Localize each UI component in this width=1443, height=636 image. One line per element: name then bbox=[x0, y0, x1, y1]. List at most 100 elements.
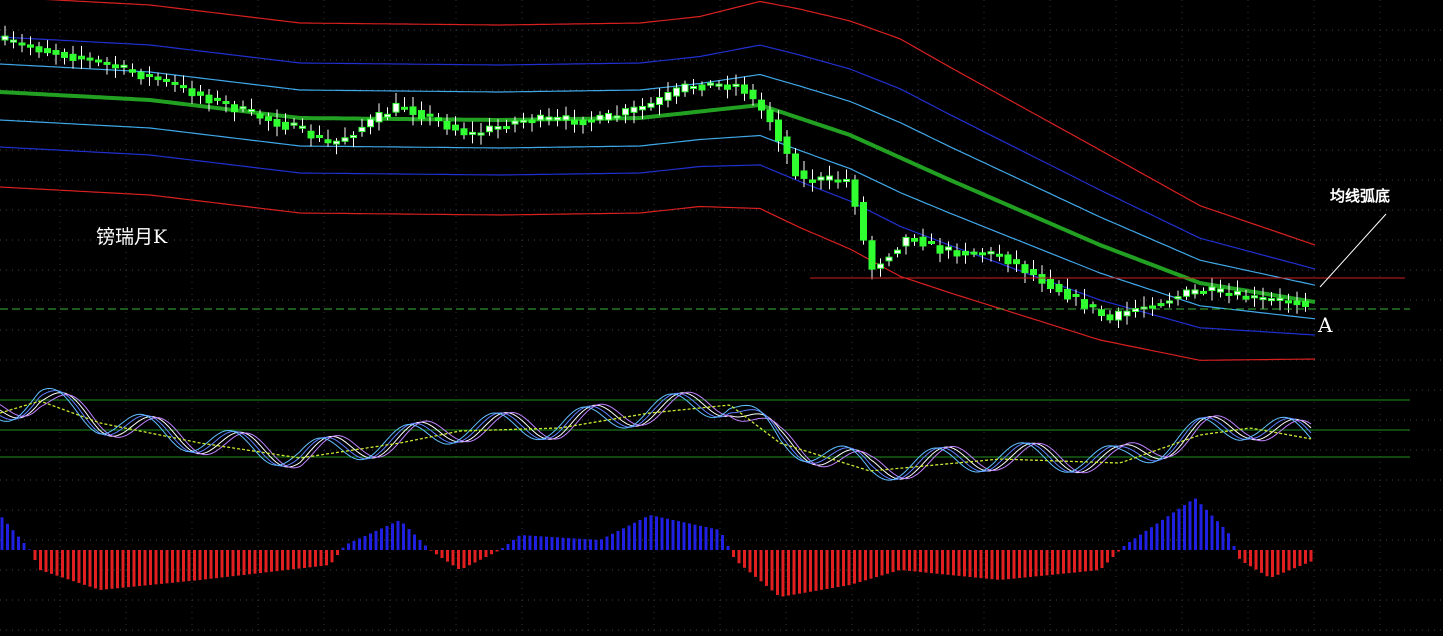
candle-body bbox=[146, 74, 153, 78]
candles bbox=[1, 25, 1309, 329]
candle-body bbox=[35, 46, 43, 53]
candle-body bbox=[732, 83, 740, 87]
candle-body bbox=[1302, 300, 1309, 307]
candle-body bbox=[579, 119, 587, 126]
candle-body bbox=[1251, 295, 1258, 299]
candle-body bbox=[545, 116, 553, 121]
candle-body bbox=[1183, 289, 1190, 297]
candle-body bbox=[341, 137, 349, 142]
candle-body bbox=[562, 115, 570, 121]
candle-body bbox=[409, 106, 417, 115]
candle-body bbox=[44, 48, 51, 54]
candle-body bbox=[936, 245, 944, 254]
candle-body bbox=[945, 246, 952, 251]
candle-body bbox=[265, 116, 272, 121]
candle-body bbox=[724, 84, 731, 90]
candle-body bbox=[571, 119, 578, 125]
candle-body bbox=[996, 253, 1003, 257]
candle-body bbox=[86, 57, 94, 61]
candle-body bbox=[231, 104, 238, 113]
candle-body bbox=[1191, 289, 1199, 295]
candle-body bbox=[188, 88, 196, 97]
candle-body bbox=[129, 69, 136, 73]
candle-body bbox=[868, 240, 876, 270]
candle-body bbox=[350, 135, 357, 139]
candle-body bbox=[537, 114, 544, 121]
candle-body bbox=[902, 236, 910, 247]
candle-body bbox=[1259, 297, 1267, 301]
candle-body bbox=[61, 51, 68, 58]
candle-body bbox=[154, 76, 162, 81]
candle-body bbox=[197, 91, 204, 96]
candle-body bbox=[962, 250, 969, 256]
candle-body bbox=[520, 119, 527, 123]
candle-body bbox=[860, 202, 867, 241]
candle-body bbox=[494, 126, 502, 130]
candle-body bbox=[970, 251, 978, 255]
candle-body bbox=[273, 119, 281, 127]
candle-body bbox=[477, 132, 485, 136]
candle-body bbox=[358, 126, 366, 133]
candle-body bbox=[749, 89, 757, 100]
candle-body bbox=[239, 106, 247, 110]
candle-body bbox=[435, 117, 442, 121]
candle-body bbox=[163, 78, 170, 82]
candle-body bbox=[690, 85, 697, 89]
moving-average bbox=[0, 90, 1316, 304]
candle-body bbox=[588, 119, 595, 123]
candle-body bbox=[1285, 300, 1292, 304]
candle-body bbox=[1089, 304, 1097, 308]
candle-body bbox=[1055, 283, 1063, 293]
candle-body bbox=[775, 119, 782, 142]
candle-body bbox=[630, 106, 638, 113]
oscillator-line bbox=[0, 392, 1312, 480]
candle-body bbox=[681, 83, 689, 93]
candle-body bbox=[452, 124, 459, 131]
candle-body bbox=[1072, 294, 1080, 297]
point-label: A bbox=[1317, 313, 1333, 337]
band-line bbox=[0, 63, 1316, 286]
candle-body bbox=[333, 140, 340, 145]
candle-body bbox=[401, 106, 408, 110]
candle-body bbox=[741, 84, 748, 94]
candle-body bbox=[1021, 264, 1029, 274]
candle-body bbox=[800, 170, 808, 179]
candle-body bbox=[979, 252, 986, 256]
candle-body bbox=[953, 250, 961, 257]
candle-body bbox=[443, 121, 451, 130]
candle-body bbox=[834, 179, 842, 183]
candle-body bbox=[171, 81, 179, 85]
candle-body bbox=[460, 128, 468, 136]
candle-body bbox=[214, 97, 221, 101]
candle-body bbox=[605, 113, 612, 121]
candle-body bbox=[707, 82, 714, 86]
candle-body bbox=[1030, 269, 1037, 276]
candle-body bbox=[1, 35, 9, 41]
candle-body bbox=[911, 238, 918, 242]
candle-body bbox=[367, 118, 374, 128]
signal-line bbox=[0, 400, 1312, 472]
candle-body bbox=[1047, 279, 1054, 290]
candle-body bbox=[851, 179, 859, 207]
candle-body bbox=[290, 122, 298, 126]
candle-body bbox=[596, 114, 604, 121]
candle-body bbox=[1268, 298, 1275, 302]
candle-body bbox=[426, 113, 434, 117]
candle-body bbox=[511, 120, 519, 125]
candle-body bbox=[1276, 297, 1284, 301]
candle-body bbox=[78, 55, 85, 60]
oscillator-line bbox=[0, 390, 1312, 481]
candle-body bbox=[647, 102, 655, 108]
candle-body bbox=[783, 136, 791, 154]
candle-body bbox=[758, 99, 765, 111]
candle-body bbox=[1225, 292, 1233, 296]
candle-body bbox=[919, 236, 927, 247]
candle-body bbox=[205, 94, 213, 104]
candle-body bbox=[613, 115, 621, 119]
candle-body bbox=[503, 126, 510, 130]
candle-body bbox=[256, 113, 264, 119]
candle-body bbox=[622, 108, 629, 116]
candle-body bbox=[1234, 290, 1241, 296]
histogram bbox=[0, 498, 1313, 597]
